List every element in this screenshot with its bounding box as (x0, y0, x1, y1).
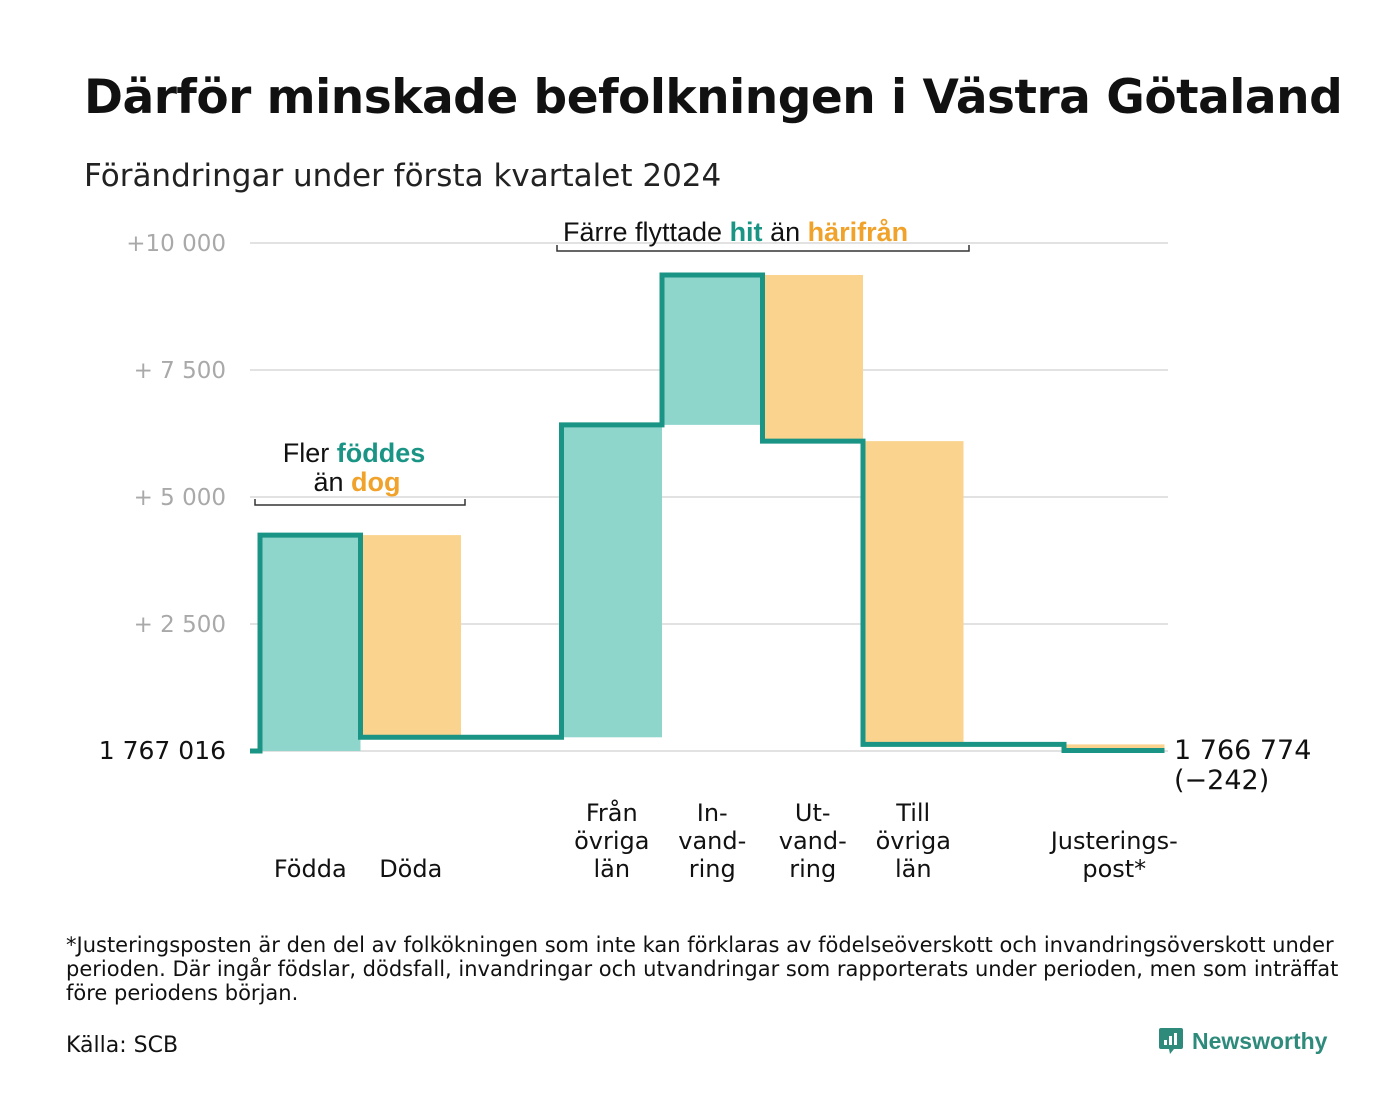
natural-annotation-line1: Fler föddes (283, 438, 426, 468)
category-label: övriga (574, 827, 649, 855)
category-label: län (895, 855, 932, 883)
natural-bracket (254, 499, 466, 506)
step-line (250, 272, 1165, 754)
annotation-emphasis-died: dog (351, 467, 400, 497)
annotation-emphasis-here: hit (730, 217, 763, 247)
newsworthy-logo-icon (1159, 1028, 1183, 1054)
category-label: län (593, 855, 630, 883)
y-tick-label: +10 000 (126, 231, 226, 257)
y-tick-label: + 7 500 (134, 358, 226, 384)
migration-annotation: Färre flyttade hit än härifrån (563, 217, 908, 247)
y-tick-labels: +10 000 + 7 500 + 5 000 + 2 500 1 767 016 (99, 231, 226, 765)
category-label: vand- (678, 827, 746, 855)
category-label: Justerings- (1049, 827, 1178, 855)
annotation-emphasis-from-here: härifrån (808, 217, 909, 247)
newsworthy-logo-text: Newsworthy (1192, 1027, 1328, 1054)
step-line-layer (250, 272, 1165, 754)
bar-döda (360, 535, 461, 738)
category-label: In- (697, 799, 728, 827)
end-value-label: 1 766 774 (1174, 735, 1311, 766)
newsworthy-logo: Newsworthy (1158, 1026, 1327, 1056)
source-label: Källa: SCB (66, 1033, 179, 1058)
category-label: Döda (379, 855, 442, 883)
category-label: Födda (274, 855, 347, 883)
bar-frånövrigalän (561, 424, 662, 738)
end-labels: 1 766 774(−242) (1174, 735, 1311, 796)
category-label: vand- (779, 827, 847, 855)
chart-subtitle: Förändringar under första kvartalet 2024 (84, 158, 722, 194)
bar-justeringspost (1064, 744, 1165, 751)
annotation-text: än (763, 217, 808, 247)
annotation-text: än (313, 467, 351, 497)
bar-födda (260, 535, 361, 751)
chart-title: Därför minskade befolkningen i Västra Gö… (84, 70, 1343, 125)
bar-invandring (662, 275, 763, 425)
bars (260, 275, 1165, 751)
category-label: Ut- (795, 799, 831, 827)
annotation-text: Färre flyttade (563, 217, 730, 247)
y-tick-label: + 5 000 (134, 485, 226, 511)
y-tick-label: + 2 500 (134, 612, 226, 638)
category-label: övriga (876, 827, 951, 855)
category-labels: Födda DödaFrånövrigalänIn-vand-ringUt-van… (274, 798, 1178, 883)
end-change-label: (−242) (1174, 765, 1269, 796)
category-label: ring (689, 855, 736, 883)
waterfall-chart: +10 000 + 7 500 + 5 000 + 2 500 1 767 016 Fö… (99, 217, 1312, 883)
bar-tillövrigalän (863, 441, 964, 745)
migration-bracket (556, 245, 970, 252)
annotation-text: Fler (283, 438, 337, 468)
bar-utvandring (762, 275, 863, 442)
annotation-emphasis-born: föddes (337, 438, 426, 468)
category-label: Från (586, 798, 638, 827)
natural-annotation-line2: än dog (313, 467, 400, 497)
footnote: *Justeringsposten är den del av folkökni… (66, 933, 1339, 1005)
category-label: Till (895, 799, 930, 827)
y-tick-label: 1 767 016 (99, 736, 226, 765)
category-label: ring (789, 855, 836, 883)
category-label: post* (1082, 855, 1146, 883)
